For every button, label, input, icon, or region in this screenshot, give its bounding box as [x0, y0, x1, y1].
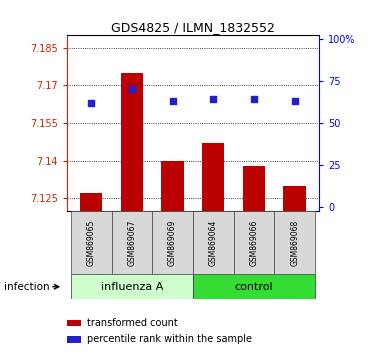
Point [170, 98, 175, 104]
Point [129, 86, 135, 92]
Bar [243, 166, 265, 211]
Text: influenza A: influenza A [101, 282, 163, 292]
FancyBboxPatch shape [112, 211, 152, 274]
Bar [283, 185, 306, 211]
Text: infection: infection [4, 282, 49, 292]
Text: GSM869066: GSM869066 [249, 219, 259, 266]
Bar [80, 193, 102, 211]
Bar [67, 336, 81, 343]
FancyBboxPatch shape [71, 274, 193, 299]
Text: GSM869069: GSM869069 [168, 219, 177, 266]
Bar [67, 320, 81, 326]
FancyBboxPatch shape [152, 211, 193, 274]
Point [88, 100, 94, 105]
Text: GSM869068: GSM869068 [290, 219, 299, 266]
Bar [121, 73, 143, 211]
Title: GDS4825 / ILMN_1832552: GDS4825 / ILMN_1832552 [111, 21, 275, 34]
Text: GSM869064: GSM869064 [209, 219, 218, 266]
Point [251, 97, 257, 102]
FancyBboxPatch shape [71, 211, 112, 274]
FancyBboxPatch shape [274, 211, 315, 274]
Text: GSM869067: GSM869067 [127, 219, 137, 266]
Text: transformed count: transformed count [87, 318, 178, 328]
FancyBboxPatch shape [234, 211, 274, 274]
Text: GSM869065: GSM869065 [87, 219, 96, 266]
Bar [161, 161, 184, 211]
FancyBboxPatch shape [193, 211, 234, 274]
Point [210, 97, 216, 102]
Text: percentile rank within the sample: percentile rank within the sample [87, 335, 252, 344]
Bar [202, 143, 224, 211]
FancyBboxPatch shape [193, 274, 315, 299]
Point [292, 98, 298, 104]
Text: control: control [234, 282, 273, 292]
